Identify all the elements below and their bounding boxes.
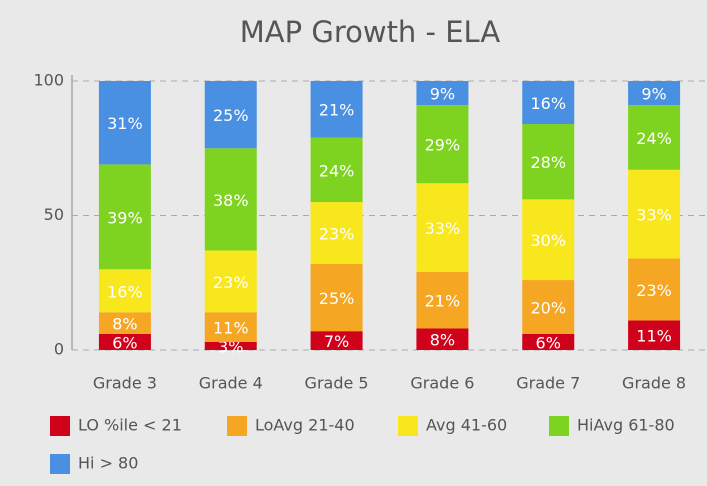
- data-label: 23%: [319, 224, 355, 243]
- legend-label: LoAvg 21-40: [255, 416, 355, 435]
- bar-segment: [628, 81, 681, 106]
- x-tick-label: Grade 8: [622, 374, 686, 393]
- bar-segment: [522, 280, 575, 334]
- chart-title: MAP Growth - ELA: [240, 15, 501, 49]
- bar-segment: [628, 258, 681, 321]
- bar-segment: [310, 263, 363, 332]
- bar-segment: [416, 81, 469, 106]
- data-label: 23%: [213, 273, 249, 292]
- bar-segment: [522, 124, 575, 200]
- bar-segment: [98, 81, 151, 165]
- bar-segment: [98, 269, 151, 313]
- bar-segment: [522, 199, 575, 281]
- data-label: 11%: [213, 319, 249, 338]
- bar-segment: [204, 312, 257, 342]
- bar-segment: [204, 81, 257, 149]
- legend-swatch: [50, 416, 70, 436]
- data-label: 16%: [107, 282, 143, 301]
- x-tick-label: Grade 3: [93, 374, 157, 393]
- data-label: 6%: [536, 333, 561, 352]
- bar-segment: [310, 202, 363, 264]
- data-label: 9%: [641, 85, 666, 104]
- bar-segment: [628, 169, 681, 259]
- x-tick-label: Grade 6: [410, 374, 474, 393]
- bar-segment: [628, 105, 681, 170]
- data-label: 23%: [636, 281, 672, 300]
- bar-segment: [98, 164, 151, 270]
- bar-segment: [628, 320, 681, 350]
- data-label: 3%: [218, 337, 243, 356]
- data-label: 29%: [425, 136, 461, 155]
- y-tick-label: 100: [33, 71, 64, 90]
- legend-swatch: [549, 416, 569, 436]
- x-tick-label: Grade 5: [305, 374, 369, 393]
- data-label: 9%: [430, 85, 455, 104]
- data-label: 25%: [213, 106, 249, 125]
- bar-segment: [204, 341, 257, 350]
- bar-segment: [204, 148, 257, 251]
- y-tick-label: 50: [44, 205, 64, 224]
- data-label: 7%: [324, 332, 349, 351]
- data-label: 21%: [319, 101, 355, 120]
- data-label: 30%: [530, 231, 566, 250]
- data-label: 8%: [430, 331, 455, 350]
- data-label: 33%: [425, 219, 461, 238]
- data-label: 21%: [425, 292, 461, 311]
- legend-swatch: [398, 416, 418, 436]
- bar-segment: [522, 333, 575, 350]
- data-label: 28%: [530, 153, 566, 172]
- bar-segment: [310, 81, 363, 138]
- bar-segment: [98, 312, 151, 334]
- data-label: 31%: [107, 114, 143, 133]
- bar-segment: [522, 81, 575, 125]
- legend-swatch: [227, 416, 247, 436]
- data-label: 6%: [112, 333, 137, 352]
- legend-label: LO %ile < 21: [78, 416, 182, 435]
- bar-segment: [98, 333, 151, 350]
- legend-label: Avg 41-60: [426, 416, 507, 435]
- x-tick-label: Grade 7: [516, 374, 580, 393]
- data-label: 39%: [107, 208, 143, 227]
- legend-label: Hi > 80: [78, 454, 138, 473]
- x-tick-label: Grade 4: [199, 374, 263, 393]
- data-label: 33%: [636, 206, 672, 225]
- data-label: 11%: [636, 327, 672, 346]
- data-label: 25%: [319, 289, 355, 308]
- data-label: 24%: [636, 129, 672, 148]
- bar-segment: [416, 183, 469, 272]
- bar-segment: [310, 331, 363, 350]
- data-label: 38%: [213, 191, 249, 210]
- data-label: 8%: [112, 315, 137, 334]
- bar-segment: [416, 271, 469, 329]
- legend-label: HiAvg 61-80: [577, 416, 675, 435]
- bar-segment: [310, 137, 363, 203]
- legend-swatch: [50, 454, 70, 474]
- bar-segment: [416, 105, 469, 184]
- data-label: 20%: [530, 298, 566, 317]
- data-label: 16%: [530, 94, 566, 113]
- bar-segment: [204, 250, 257, 313]
- data-label: 24%: [319, 161, 355, 180]
- bar-segment: [416, 328, 469, 350]
- y-tick-label: 0: [54, 340, 64, 359]
